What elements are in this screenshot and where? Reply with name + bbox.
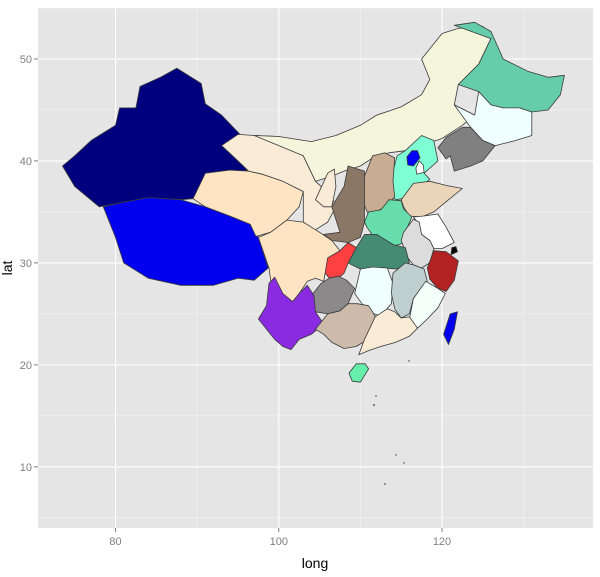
province-regions bbox=[62, 21, 565, 383]
island-dot bbox=[408, 360, 410, 362]
island-dot bbox=[403, 462, 405, 464]
province-fujian bbox=[408, 280, 446, 329]
island-dot bbox=[375, 395, 377, 397]
province-liaoning bbox=[437, 126, 496, 172]
province-guangxi bbox=[315, 303, 376, 349]
province-guizhou bbox=[310, 275, 356, 315]
y-tick-label: 50 bbox=[20, 54, 32, 66]
x-tick-label: 120 bbox=[433, 536, 451, 548]
x-tick-label: 80 bbox=[109, 536, 121, 548]
province-beijing bbox=[406, 150, 421, 167]
province-guangdong bbox=[358, 308, 418, 356]
y-tick-label: 30 bbox=[20, 258, 32, 270]
y-tick-label: 40 bbox=[20, 156, 32, 168]
province-qinghai bbox=[192, 169, 304, 237]
axis-labels: 80 100 120 10 20 30 40 50 bbox=[20, 54, 451, 548]
y-tick-label: 10 bbox=[20, 462, 32, 474]
island-dot bbox=[384, 483, 386, 485]
province-zhejiang bbox=[426, 250, 459, 292]
province-shaanxi bbox=[323, 165, 365, 243]
province-yunnan bbox=[257, 276, 325, 351]
province-taiwan bbox=[443, 311, 458, 345]
south-sea-islands bbox=[373, 360, 410, 485]
province-tibet bbox=[102, 197, 269, 286]
province-ningxia bbox=[315, 168, 337, 208]
province-tianjin bbox=[415, 160, 425, 175]
y-tick-label: 20 bbox=[20, 360, 32, 372]
province-heilongjiang bbox=[453, 21, 565, 113]
province-anhui bbox=[400, 218, 435, 269]
y-axis-title: lat bbox=[0, 261, 15, 276]
axis-ticks bbox=[34, 58, 443, 532]
province-hainan bbox=[348, 363, 370, 383]
island-dot bbox=[373, 404, 375, 406]
province-shanghai bbox=[450, 246, 458, 256]
x-axis-title: long bbox=[302, 555, 328, 571]
x-tick-label: 100 bbox=[270, 536, 288, 548]
island-dot bbox=[395, 454, 397, 456]
